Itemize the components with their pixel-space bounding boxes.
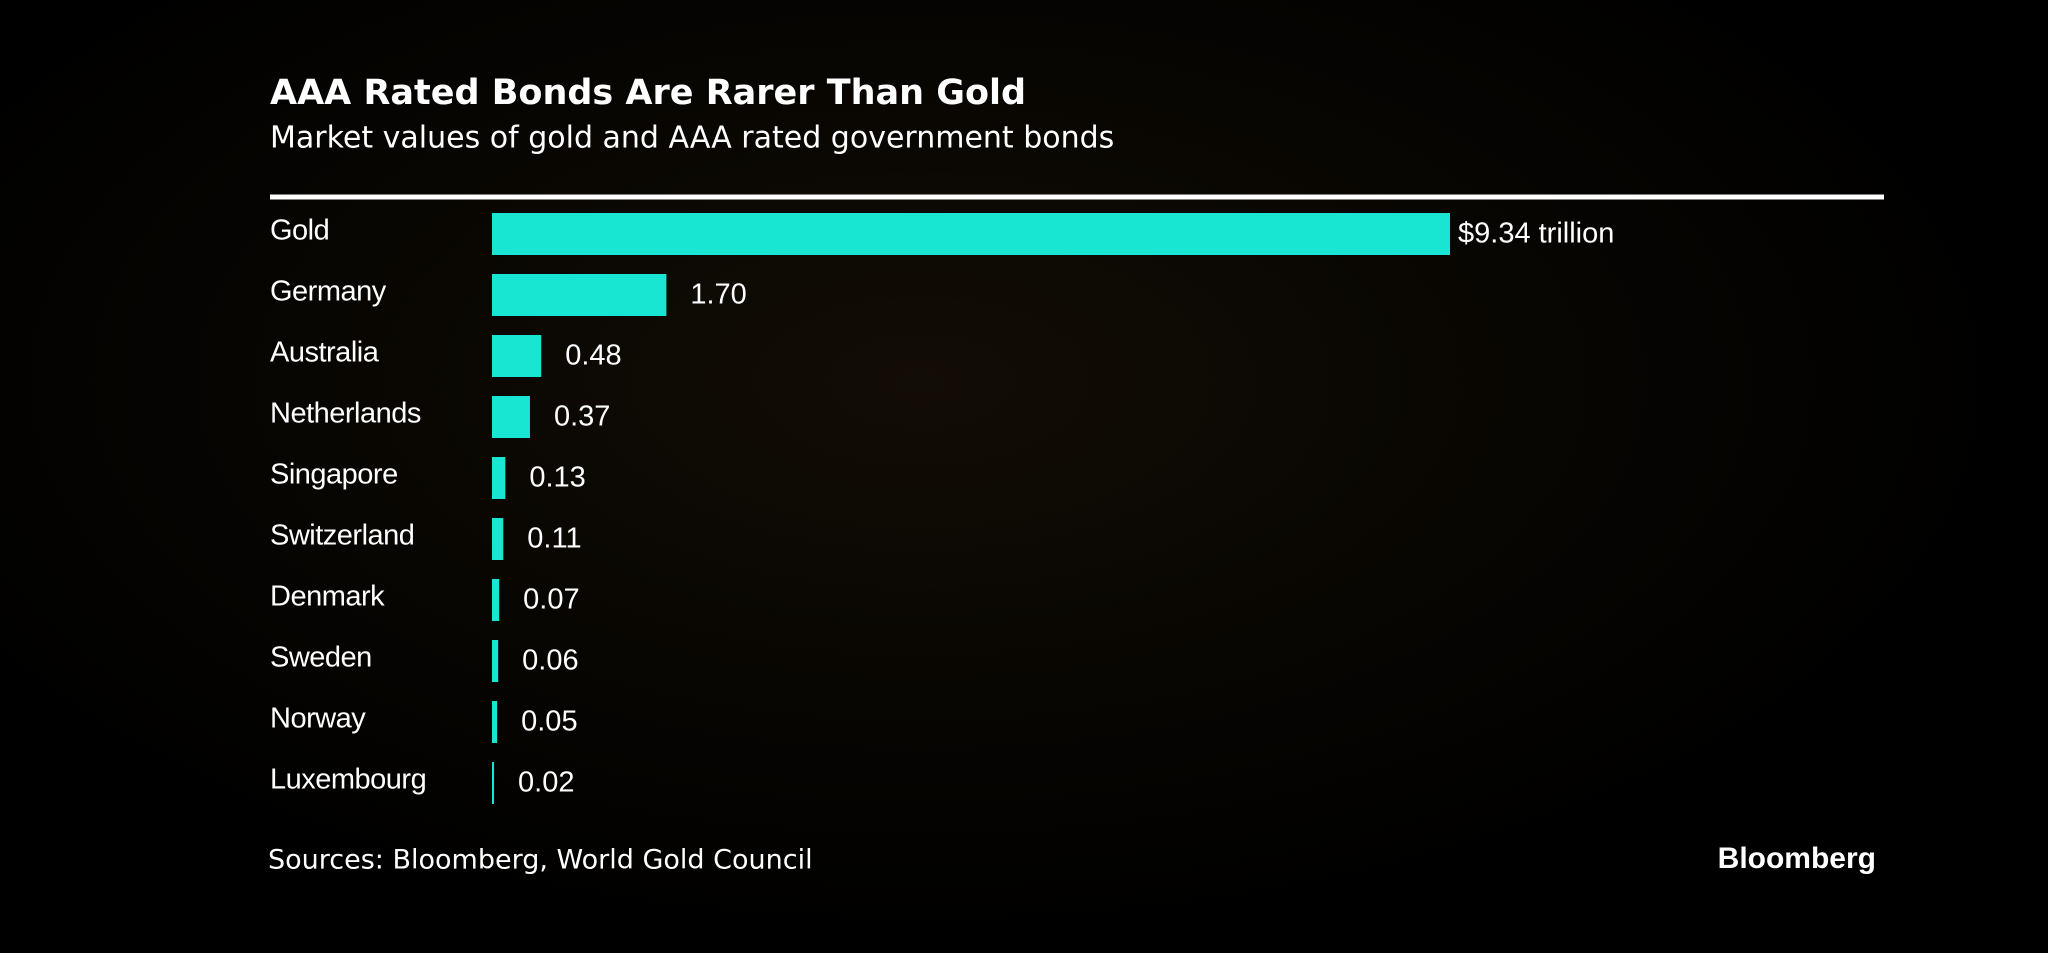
bar [492, 213, 1450, 255]
value-label: 0.48 [565, 340, 621, 372]
category-label: Denmark [270, 581, 385, 613]
category-label: Norway [270, 703, 366, 735]
value-label: 0.07 [523, 584, 579, 616]
bar [492, 457, 506, 499]
category-label: Luxembourg [270, 764, 426, 796]
value-label: 1.70 [690, 279, 746, 311]
category-label: Sweden [270, 642, 372, 674]
bar [492, 396, 530, 438]
brand: Bloomberg [1718, 842, 1876, 875]
bar [492, 762, 495, 804]
category-label: Switzerland [270, 520, 414, 552]
bar [492, 274, 667, 316]
bar [492, 518, 504, 560]
category-label: Gold [270, 215, 329, 247]
bar [492, 701, 498, 743]
bar [492, 335, 542, 377]
value-label: 0.02 [518, 767, 574, 799]
value-label: 0.37 [554, 401, 610, 433]
category-label: Netherlands [270, 398, 421, 430]
value-label: 0.05 [521, 706, 577, 738]
category-label: Germany [270, 276, 387, 308]
bar [492, 640, 499, 682]
category-label: Singapore [270, 459, 398, 491]
value-label: $9.34 trillion [1458, 218, 1614, 250]
source-note: Sources: Bloomberg, World Gold Council [268, 845, 813, 876]
chart-subtitle: Market values of gold and AAA rated gove… [270, 121, 1114, 156]
bar [492, 579, 500, 621]
value-label: 0.06 [522, 645, 578, 677]
chart-title: AAA Rated Bonds Are Rarer Than Gold [270, 73, 1026, 113]
category-label: Australia [270, 337, 380, 369]
value-label: 0.11 [527, 523, 581, 555]
value-label: 0.13 [529, 462, 585, 494]
